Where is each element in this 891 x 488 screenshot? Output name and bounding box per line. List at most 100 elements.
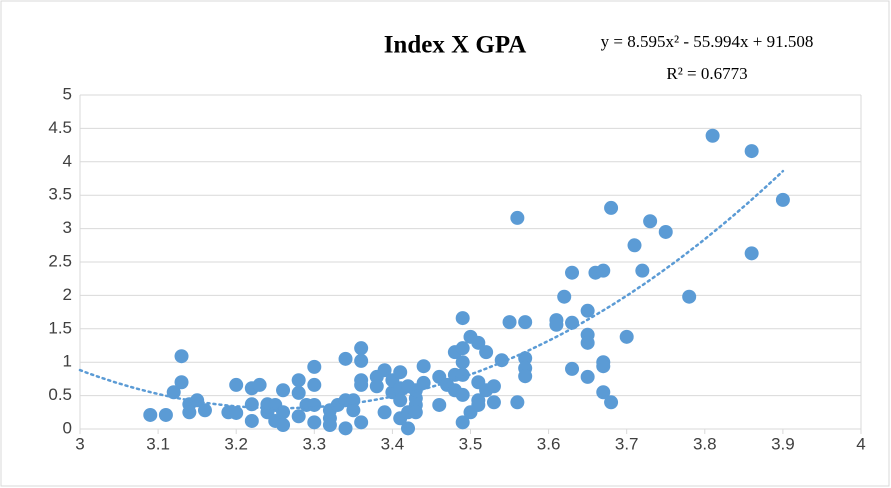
point xyxy=(479,345,494,360)
point xyxy=(744,246,759,261)
point xyxy=(307,415,322,430)
point xyxy=(244,397,259,412)
point xyxy=(455,341,470,356)
x-tick-label: 3.6 xyxy=(537,434,561,453)
x-tick-label: 3.1 xyxy=(146,434,170,453)
point xyxy=(276,417,291,432)
point xyxy=(518,351,533,366)
point xyxy=(291,409,306,424)
point xyxy=(393,365,408,380)
y-tick-label: 3 xyxy=(63,218,72,237)
trendline xyxy=(78,169,785,410)
x-tick-label: 3.9 xyxy=(771,434,795,453)
point xyxy=(354,341,369,356)
point xyxy=(354,353,369,368)
x-tick-label: 4 xyxy=(856,434,865,453)
point xyxy=(354,415,369,430)
point xyxy=(658,224,673,239)
x-tick-label: 3.7 xyxy=(615,434,639,453)
point xyxy=(596,385,611,400)
point xyxy=(291,373,306,388)
x-tick-label: 3.8 xyxy=(693,434,717,453)
y-tick-label: 3.5 xyxy=(48,185,72,204)
y-tick-label: 2 xyxy=(63,285,72,304)
point xyxy=(338,421,353,436)
point xyxy=(455,311,470,326)
point xyxy=(643,214,658,229)
point xyxy=(229,377,244,392)
x-tick-label: 3.3 xyxy=(302,434,326,453)
point xyxy=(307,397,322,412)
point xyxy=(416,375,431,390)
point xyxy=(775,192,790,207)
r-squared: R² = 0.6773 xyxy=(666,64,747,83)
point xyxy=(565,361,580,376)
y-tick-label: 2.5 xyxy=(48,251,72,270)
y-tick-label: 5 xyxy=(63,84,72,103)
point xyxy=(416,359,431,374)
point xyxy=(510,395,525,410)
point xyxy=(307,377,322,392)
point xyxy=(338,351,353,366)
point xyxy=(143,407,158,422)
point xyxy=(502,315,517,330)
point xyxy=(455,415,470,430)
point xyxy=(596,263,611,278)
point xyxy=(291,385,306,400)
point xyxy=(377,405,392,420)
point xyxy=(744,144,759,159)
y-tick-label: 4.5 xyxy=(48,118,72,137)
point xyxy=(229,405,244,420)
y-tick-label: 1.5 xyxy=(48,318,72,337)
point xyxy=(549,317,564,332)
point xyxy=(252,377,267,392)
point xyxy=(518,315,533,330)
point xyxy=(276,383,291,398)
trendline-equation: y = 8.595x² - 55.994x + 91.508 xyxy=(601,32,814,51)
chart-title: Index X GPA xyxy=(384,32,527,59)
point xyxy=(174,349,189,364)
y-tick-label: 1 xyxy=(63,352,72,371)
point xyxy=(166,385,181,400)
point xyxy=(197,403,212,418)
point xyxy=(432,397,447,412)
point xyxy=(580,369,595,384)
point xyxy=(471,335,486,350)
point xyxy=(401,421,416,436)
x-tick-label: 3 xyxy=(75,434,84,453)
point xyxy=(627,238,642,253)
point xyxy=(158,407,173,422)
point xyxy=(619,329,634,344)
point xyxy=(596,359,611,374)
point xyxy=(182,405,197,420)
y-tick-label: 0.5 xyxy=(48,385,72,404)
point xyxy=(471,397,486,412)
point xyxy=(682,289,697,304)
x-tick-label: 3.4 xyxy=(381,434,405,453)
point xyxy=(580,303,595,318)
point xyxy=(486,395,501,410)
point xyxy=(455,387,470,402)
point xyxy=(604,395,619,410)
y-tick-label: 0 xyxy=(63,418,72,437)
point xyxy=(354,377,369,392)
y-tick-label: 4 xyxy=(63,151,72,170)
point xyxy=(705,128,720,143)
point xyxy=(408,405,423,420)
x-tick-label: 3.5 xyxy=(459,434,483,453)
point xyxy=(604,200,619,215)
point xyxy=(377,363,392,378)
point xyxy=(369,379,384,394)
point xyxy=(565,265,580,280)
point xyxy=(580,335,595,350)
point xyxy=(557,289,572,304)
point xyxy=(346,403,361,418)
point xyxy=(510,210,525,225)
point xyxy=(244,413,259,428)
point xyxy=(174,375,189,390)
point xyxy=(635,263,650,278)
x-tick-label: 3.2 xyxy=(224,434,248,453)
